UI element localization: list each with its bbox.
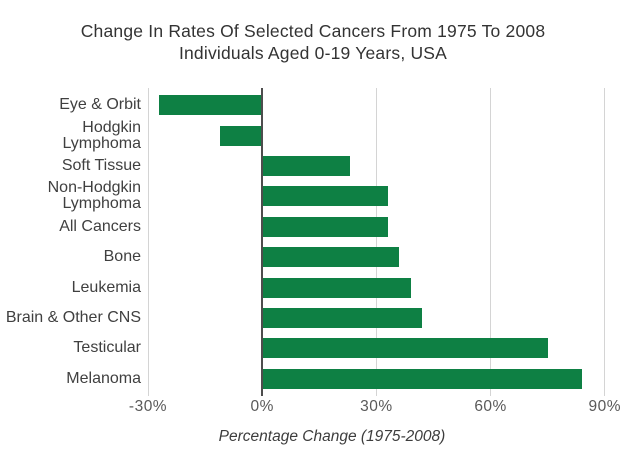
bar-leukemia [262,277,411,298]
x-axis-label: Percentage Change (1975-2008) [218,428,446,445]
category-label-melanoma: Melanoma [66,369,141,387]
chart-subtitle: Individuals Aged 0-19 Years, USA [178,43,448,63]
bar-hodgkin-lymphoma [220,125,263,146]
plot-area [147,88,620,396]
gridline-60 [490,88,492,396]
bar-melanoma [262,368,582,389]
category-label-brain-other-cns: Brain & Other CNS [5,308,141,326]
category-label-soft-tissue: Soft Tissue [61,156,141,174]
gridline-90 [604,88,606,396]
zero-baseline [261,88,264,396]
bar-eye-orbit [159,95,263,116]
x-tick-label--30: -30% [128,398,168,415]
bar-soft-tissue [262,156,350,176]
chart-title: Change In Rates Of Selected Cancers From… [80,21,546,41]
bar-testicular [262,338,548,359]
chart-title-block: Change In Rates Of Selected Cancers From… [0,20,626,64]
category-label-non-hodgkin-lymphoma: Non-Hodgkin Lymphoma [47,179,141,213]
bar-brain-other-cns [262,308,423,328]
bar-non-hodgkin-lymphoma [262,186,388,207]
x-tick-label-60: 60% [474,398,507,415]
gridline--30 [147,88,149,396]
bar-bone [262,247,400,268]
x-tick-label-90: 90% [588,398,622,415]
bar-all-cancers [262,216,388,237]
x-tick-label-30: 30% [360,398,393,415]
category-label-bone: Bone [103,248,141,266]
category-label-testicular: Testicular [73,339,141,357]
category-label-leukemia: Leukemia [71,278,141,296]
category-label-hodgkin-lymphoma: Hodgkin Lymphoma [62,118,141,152]
category-label-eye-orbit: Eye & Orbit [59,96,141,114]
x-tick-label-0: 0% [250,398,274,415]
gridline-30 [375,88,377,396]
category-label-all-cancers: All Cancers [59,217,141,235]
category-axis: Eye & Orbit Hodgkin Lymphoma Soft Tissue No… [0,90,141,394]
